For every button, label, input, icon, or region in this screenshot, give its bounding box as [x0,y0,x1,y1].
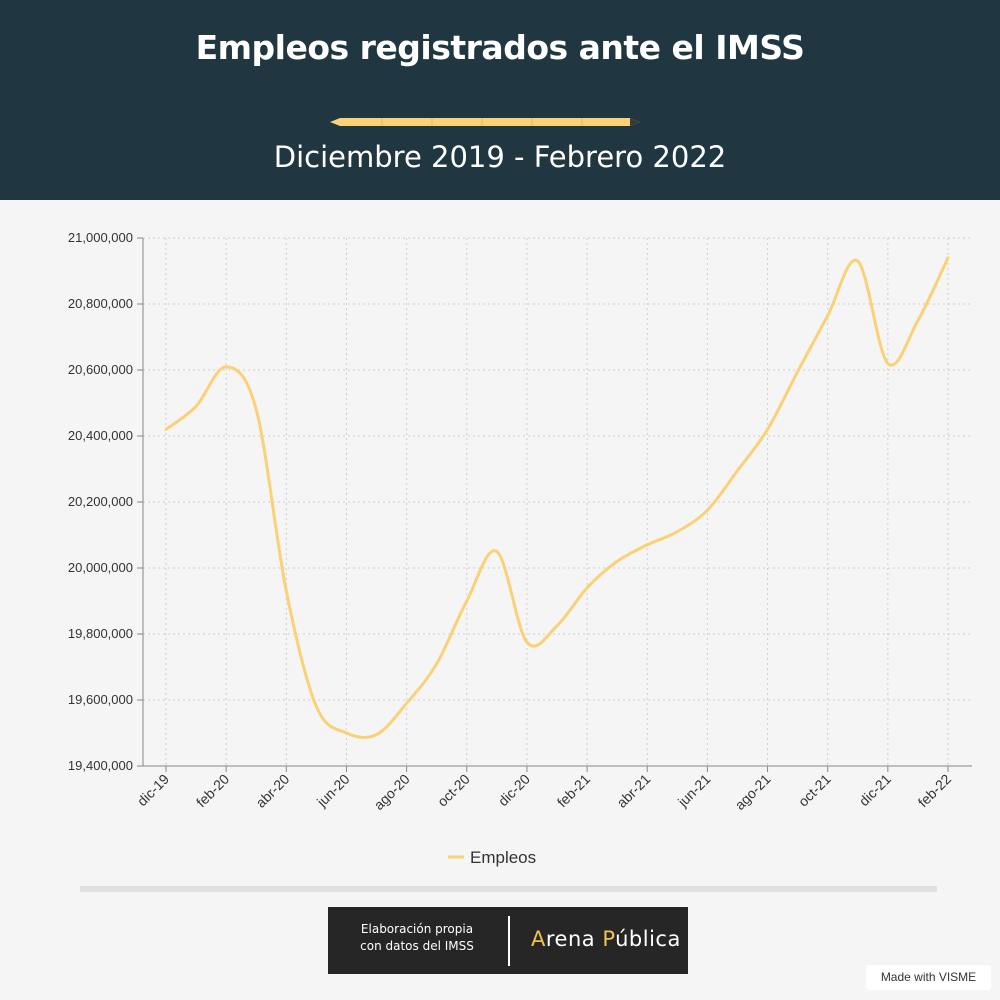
y-tick-label: 20,400,000 [68,428,133,443]
y-tick-label: 20,000,000 [68,560,133,575]
series-line-empleos [164,256,950,740]
page-title: Empleos registrados ante el IMSS [195,28,805,67]
brand-part-2: ública [615,927,681,951]
y-tick-label: 21,000,000 [68,230,133,245]
y-tick-label: 20,600,000 [68,362,133,377]
y-tick-labels: 19,400,000 19,600,000 19,800,000 20,000,000… [68,230,133,773]
brand-letter-p: P [602,927,616,951]
x-tick-label: ago-20 [371,771,413,813]
axes [137,237,972,772]
x-tick-label: oct-21 [795,771,834,810]
credit-line-2: con datos del IMSS [360,939,474,953]
x-tick-label: dic-19 [134,771,172,809]
y-tick-label: 19,400,000 [68,758,133,773]
y-tick-label: 19,600,000 [68,692,133,707]
credit-line-1: Elaboración propia [360,922,474,936]
x-tick-label: abr-20 [252,771,292,811]
y-tick-label: 19,800,000 [68,626,133,641]
y-tick-label: 20,800,000 [68,296,133,311]
x-tick-labels: dic-19 feb-20 abr-20 jun-20 ago-20 oct-20 dic-… [134,771,954,813]
x-tick-label: oct-20 [434,771,473,810]
x-tick-label: dic-20 [495,771,533,809]
x-tick-label: feb-22 [915,771,955,811]
x-tick-label: feb-21 [554,771,594,811]
credit-box: Elaboración propia con datos del IMSS Ar… [328,907,688,974]
legend-label: Empleos [470,848,536,867]
series-lines [164,256,950,740]
brand-letter-a: A [531,927,546,951]
credit-separator [508,916,510,966]
x-tick-label: feb-20 [193,771,233,811]
page-subtitle: Diciembre 2019 - Febrero 2022 [273,140,727,174]
footer-divider [80,886,937,892]
x-tick-label: dic-21 [856,771,894,809]
brand-part-1: rena [545,927,603,951]
credit-text: Elaboración propia con datos del IMSS [328,921,506,955]
y-tick-label: 20,200,000 [68,494,133,509]
x-tick-label: jun-20 [313,771,353,811]
brand-logo: Arena Pública [531,927,681,951]
grid [143,237,972,766]
x-tick-label: ago-21 [732,771,774,813]
line-chart: 19,400,000 19,600,000 19,800,000 20,000,000… [68,230,972,867]
pencil-divider-icon [330,118,640,126]
x-tick-label: jun-21 [674,771,714,811]
x-tick-label: abr-21 [613,771,653,811]
legend: Empleos [448,848,536,867]
made-with-badge[interactable]: Made with VISME [866,965,991,990]
header-banner: Empleos registrados ante el IMSS Diciemb… [0,0,1000,200]
